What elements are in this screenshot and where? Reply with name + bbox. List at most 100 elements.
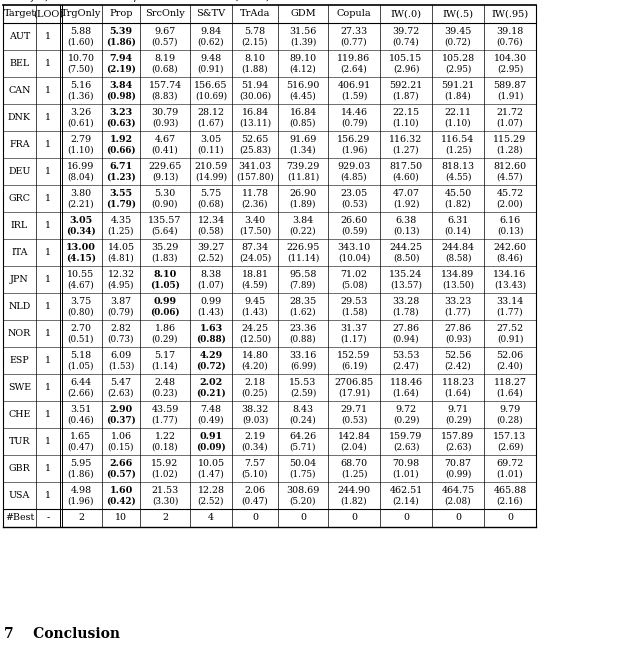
Text: (11.14): (11.14) xyxy=(287,254,319,262)
Text: (2.59): (2.59) xyxy=(290,389,316,397)
Text: (0.14): (0.14) xyxy=(445,226,472,236)
Text: (7.89): (7.89) xyxy=(290,281,316,289)
Text: (0.91): (0.91) xyxy=(497,334,524,344)
Text: (1.39): (1.39) xyxy=(290,37,316,46)
Text: (2.08): (2.08) xyxy=(445,496,471,505)
Text: Target: Target xyxy=(3,9,36,19)
Text: 91.69: 91.69 xyxy=(289,134,317,144)
Text: 1: 1 xyxy=(45,275,51,284)
Text: 1: 1 xyxy=(45,113,51,122)
Text: (2.95): (2.95) xyxy=(497,64,523,73)
Text: 5.39: 5.39 xyxy=(109,26,132,36)
Text: (0.59): (0.59) xyxy=(341,226,367,236)
Text: (2.52): (2.52) xyxy=(198,496,224,505)
Text: (1.82): (1.82) xyxy=(445,199,471,209)
Text: 4.67: 4.67 xyxy=(154,134,175,144)
Text: (2.16): (2.16) xyxy=(497,496,524,505)
Text: 24.25: 24.25 xyxy=(241,324,269,332)
Text: 6.44: 6.44 xyxy=(70,377,92,387)
Text: 29.53: 29.53 xyxy=(340,297,368,306)
Text: 9.72: 9.72 xyxy=(396,404,417,414)
Text: CAN: CAN xyxy=(8,86,31,95)
Text: (1.84): (1.84) xyxy=(445,91,472,101)
Text: (0.51): (0.51) xyxy=(68,334,94,344)
Text: 9.79: 9.79 xyxy=(499,404,520,414)
Text: 14.46: 14.46 xyxy=(340,108,367,117)
Text: 14.80: 14.80 xyxy=(241,351,269,359)
Text: 812.60: 812.60 xyxy=(493,162,527,171)
Text: 3.84: 3.84 xyxy=(292,216,314,224)
Text: 308.69: 308.69 xyxy=(286,486,320,495)
Text: (1.14): (1.14) xyxy=(152,361,179,371)
Text: (1.10): (1.10) xyxy=(68,146,94,154)
Text: (1.25): (1.25) xyxy=(108,226,134,236)
Text: 10.55: 10.55 xyxy=(67,269,95,279)
Text: (1.36): (1.36) xyxy=(68,91,94,101)
Text: (0.37): (0.37) xyxy=(106,415,136,424)
Text: (2.19): (2.19) xyxy=(106,64,136,73)
Text: (12.50): (12.50) xyxy=(239,334,271,344)
Text: (2.96): (2.96) xyxy=(393,64,419,73)
Text: (1.92): (1.92) xyxy=(393,199,419,209)
Text: 0: 0 xyxy=(300,514,306,522)
Text: 64.26: 64.26 xyxy=(289,432,317,441)
Text: (0.29): (0.29) xyxy=(445,415,471,424)
Text: 157.13: 157.13 xyxy=(493,432,527,441)
Text: (24.05): (24.05) xyxy=(239,254,271,262)
Text: (1.96): (1.96) xyxy=(340,146,367,154)
Text: (0.85): (0.85) xyxy=(290,118,316,127)
Text: 47.07: 47.07 xyxy=(392,189,419,197)
Text: (0.53): (0.53) xyxy=(341,199,367,209)
Text: (2.47): (2.47) xyxy=(392,361,419,371)
Text: (1.47): (1.47) xyxy=(198,469,225,479)
Text: 5.95: 5.95 xyxy=(70,459,92,467)
Text: (6.99): (6.99) xyxy=(290,361,316,371)
Text: 11.78: 11.78 xyxy=(241,189,269,197)
Text: 134.16: 134.16 xyxy=(493,269,527,279)
Text: (1.67): (1.67) xyxy=(198,118,224,127)
Text: 159.79: 159.79 xyxy=(389,432,422,441)
Text: (0.22): (0.22) xyxy=(290,226,316,236)
Text: 739.29: 739.29 xyxy=(286,162,320,171)
Text: 53.53: 53.53 xyxy=(392,351,420,359)
Text: 2.02: 2.02 xyxy=(200,377,223,387)
Text: 1.63: 1.63 xyxy=(200,324,223,332)
Text: (0.25): (0.25) xyxy=(242,389,268,397)
Text: (0.47): (0.47) xyxy=(68,442,94,451)
Text: (2.69): (2.69) xyxy=(497,442,524,451)
Text: (17.91): (17.91) xyxy=(338,389,370,397)
Text: 8.19: 8.19 xyxy=(154,54,175,63)
Text: (0.98): (0.98) xyxy=(106,91,136,101)
Text: (1.43): (1.43) xyxy=(242,307,268,316)
Text: 14.05: 14.05 xyxy=(108,242,134,252)
Text: (2.14): (2.14) xyxy=(392,496,419,505)
Text: 16.84: 16.84 xyxy=(241,108,269,117)
Text: 242.60: 242.60 xyxy=(493,242,527,252)
Text: 52.06: 52.06 xyxy=(497,351,524,359)
Text: (8.46): (8.46) xyxy=(497,254,524,262)
Text: (0.93): (0.93) xyxy=(152,118,178,127)
Text: (1.64): (1.64) xyxy=(497,389,524,397)
Text: (4.59): (4.59) xyxy=(242,281,268,289)
Text: 27.33: 27.33 xyxy=(340,26,367,36)
Text: 1: 1 xyxy=(45,329,51,338)
Text: (4.95): (4.95) xyxy=(108,281,134,289)
Text: IW(.95): IW(.95) xyxy=(492,9,529,19)
Text: 26.90: 26.90 xyxy=(289,189,317,197)
Text: 12.34: 12.34 xyxy=(197,216,225,224)
Text: 2.66: 2.66 xyxy=(109,459,132,467)
Text: (1.53): (1.53) xyxy=(108,361,134,371)
Text: (5.20): (5.20) xyxy=(290,496,316,505)
Text: CHE: CHE xyxy=(8,410,31,419)
Text: 52.65: 52.65 xyxy=(241,134,269,144)
Text: 1: 1 xyxy=(45,194,51,203)
Text: (0.57): (0.57) xyxy=(106,469,136,479)
Text: 33.28: 33.28 xyxy=(392,297,420,306)
Text: (13.50): (13.50) xyxy=(442,281,474,289)
Text: 929.03: 929.03 xyxy=(337,162,371,171)
Text: 2: 2 xyxy=(162,514,168,522)
Text: 89.10: 89.10 xyxy=(289,54,317,63)
Text: 33.23: 33.23 xyxy=(444,297,472,306)
Text: (0.42): (0.42) xyxy=(106,496,136,505)
Text: FRA: FRA xyxy=(9,140,30,149)
